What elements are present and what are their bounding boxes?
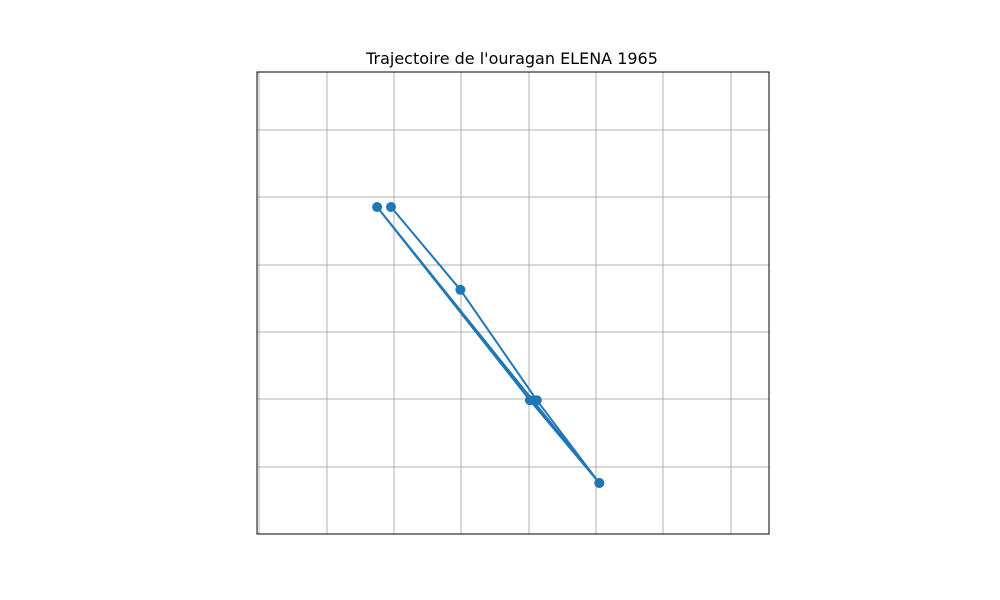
- data-point: [594, 478, 605, 488]
- grid: [257, 72, 769, 534]
- plot-frame: [256, 71, 770, 535]
- data-point: [372, 202, 383, 212]
- series-line: [376, 206, 601, 484]
- data-point: [531, 395, 542, 406]
- data-point: [524, 395, 535, 406]
- data-point: [386, 202, 396, 212]
- chart-title: Trajectoire de l'ouragan ELENA 1965: [365, 49, 658, 68]
- series-trajectory: [372, 202, 605, 488]
- data-point: [455, 284, 466, 295]
